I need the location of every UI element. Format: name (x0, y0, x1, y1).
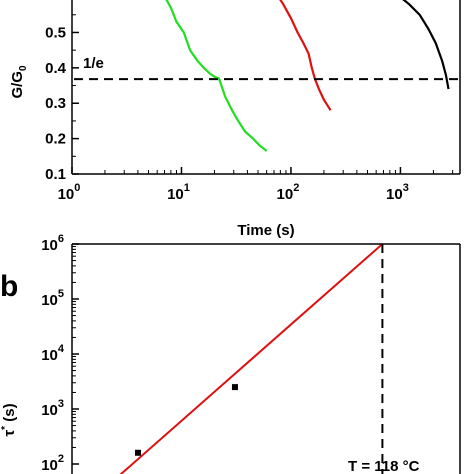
panel-a-x-tick-label: 102 (277, 182, 300, 203)
tick-exponent: 0 (74, 182, 80, 194)
panel-a-y-axis-title: G/G0 (9, 65, 29, 99)
panel-b-y-axis-title: τ* (s) (0, 403, 18, 436)
panel-b-y-tick-label: 103 (41, 398, 64, 419)
panel-a-reference-label: 1/e (83, 55, 104, 72)
panel-a-series-line-1 (165, 0, 268, 152)
panel-b-y-axis-title-symbol: τ (1, 430, 18, 437)
panel-b-fit-line (119, 243, 384, 474)
panel-b-y-axis-title-unit: (s) (1, 403, 18, 426)
panel-b-temperature-annotation: T = 118 °C (348, 458, 420, 474)
panel-b-y-tick-label: 104 (41, 343, 65, 364)
panel-a-y-tick-label: 0.5 (45, 24, 66, 41)
panel-a-series-line-3 (402, 0, 450, 90)
panel-b-letter: b (0, 270, 18, 303)
tick-base: 10 (167, 186, 184, 203)
tick-base: 10 (41, 292, 58, 309)
panel-a-x-tick-label: 100 (58, 182, 81, 203)
tick-exponent: 3 (403, 182, 409, 194)
panel-b-axes (71, 243, 461, 474)
panel-b-data-point (231, 384, 238, 391)
panel-a-series-group (165, 0, 450, 152)
tick-exponent: 3 (58, 398, 64, 410)
panel-a-y-axis-title-main: G/G (9, 71, 26, 99)
panel-a-series-line-2 (279, 0, 332, 111)
panel-a-x-tick-label: 101 (167, 182, 190, 203)
panel-a-y-tick-label: 0.2 (45, 131, 66, 148)
tick-base: 10 (41, 347, 58, 364)
tick-exponent: 4 (58, 343, 65, 355)
panel-b-plot-group (119, 243, 384, 474)
tick-base: 10 (41, 402, 58, 419)
panel-b-data-point (134, 449, 141, 456)
tick-base: 10 (41, 237, 58, 254)
tick-base: 10 (41, 457, 58, 474)
panel-a-y-tick-labels: 0.1 0.2 0.3 0.4 0.5 (45, 24, 67, 183)
panel-a-y-tick-label: 0.1 (45, 166, 66, 183)
panel-a: 1/e 100 101 102 103 0.10.20.30.40.5 Time (s… (9, 0, 461, 239)
panel-a-x-tick-label: 103 (386, 182, 409, 203)
panel-b-y-axis-title-superscript: * (0, 426, 11, 430)
tick-base: 10 (277, 186, 294, 203)
panel-b-y-tick-label: 105 (41, 288, 64, 309)
panel-b-y-tick-label: 106 (41, 233, 64, 254)
tick-exponent: 1 (184, 182, 190, 194)
panel-a-y-tick-label: 0.4 (45, 60, 67, 77)
tick-exponent: 6 (58, 233, 64, 245)
panel-a-y-axis-title-subscript: 0 (18, 65, 29, 71)
tick-exponent: 2 (293, 182, 299, 194)
tick-base: 10 (386, 186, 403, 203)
panel-b-y-tick-label: 102 (41, 453, 64, 474)
panel-a-y-tick-label: 0.3 (45, 95, 66, 112)
panel-a-x-tick-labels: 100 101 102 103 (58, 182, 409, 203)
panel-a-x-axis-title: Time (s) (237, 222, 294, 239)
tick-base: 10 (58, 186, 75, 203)
tick-exponent: 2 (58, 453, 64, 465)
tick-exponent: 5 (58, 288, 64, 300)
panel-a-axes (71, 0, 461, 175)
